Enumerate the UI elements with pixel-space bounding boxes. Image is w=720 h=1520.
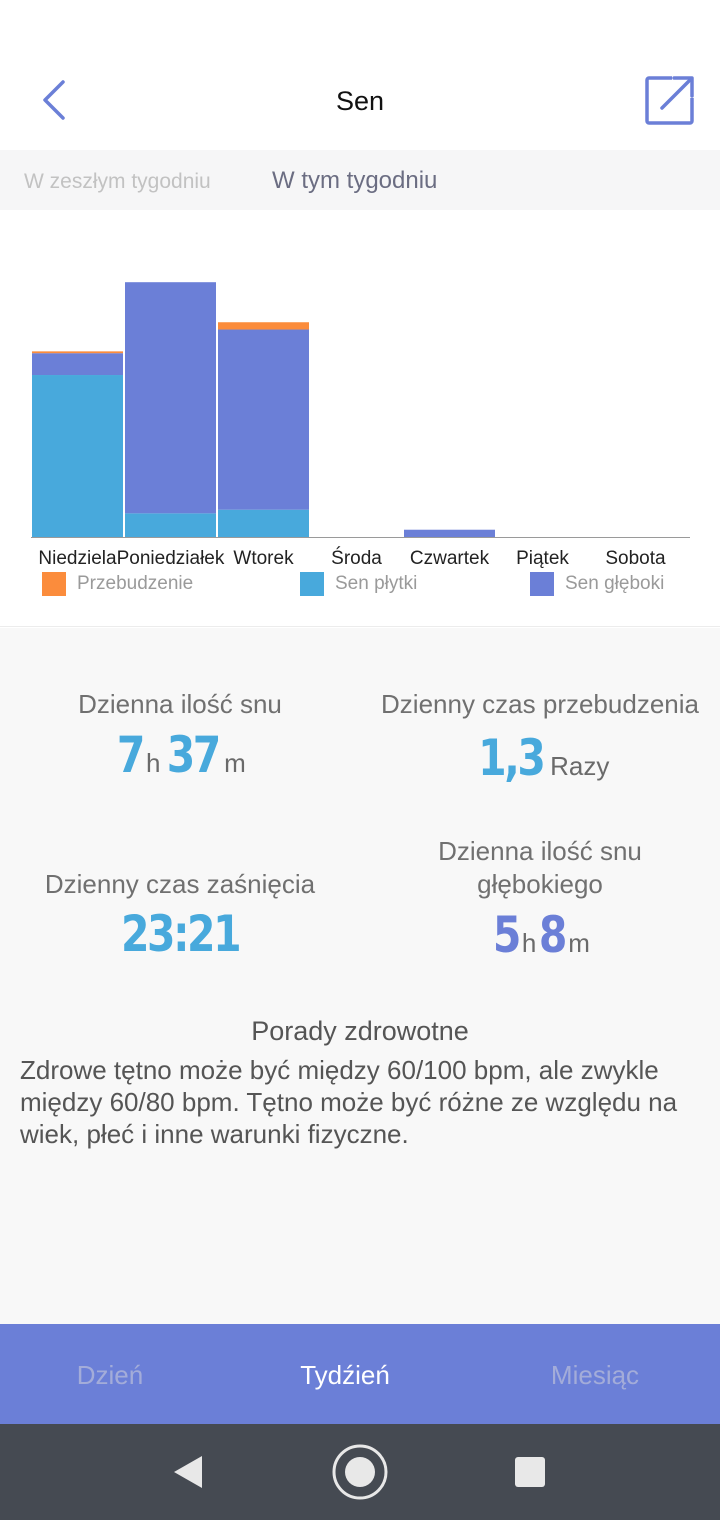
x-tick-label: Środa	[331, 547, 382, 569]
bar-2-series-0	[218, 509, 309, 537]
daily-sleep-minutes: 37	[166, 726, 221, 784]
health-tips-body: Zdrowe tętno może być między 60/100 bpm,…	[20, 1055, 678, 1149]
legend-light-sleep: Sen płytki	[300, 571, 417, 597]
bar-0-series-0	[32, 375, 123, 537]
legend-deep-sleep: Sen głęboki	[530, 571, 664, 597]
nav-home-button[interactable]	[330, 1442, 390, 1507]
nav-recents-button[interactable]	[514, 1456, 546, 1493]
sleep-stats-panel	[0, 628, 720, 1324]
tab-week[interactable]: Tydźień	[300, 1360, 390, 1390]
legend-label-awake: Przebudzenie	[77, 573, 194, 594]
daily-sleep-h-unit: h	[146, 748, 161, 778]
bar-0-series-2	[32, 351, 123, 354]
deep-sleep-label: Dzienna ilość snu głębokiego	[360, 835, 720, 901]
legend-swatch-awake	[42, 572, 66, 596]
daily-sleep-label: Dzienna ilość snu	[78, 689, 282, 719]
bar-1-series-1	[125, 282, 216, 514]
range-tab-bar	[0, 1324, 720, 1424]
x-tick-label: Sobota	[605, 548, 666, 569]
health-tips-title: Porady zdrowotne	[251, 1016, 469, 1046]
deep-sleep-m-unit: m	[568, 928, 590, 958]
share-button[interactable]	[640, 70, 700, 130]
bar-2-series-1	[218, 329, 309, 510]
bar-2-series-2	[218, 322, 309, 330]
period-tab-bar	[0, 150, 720, 210]
tab-day[interactable]: Dzień	[76, 1360, 144, 1390]
sleep-chart-svg: Niedziela Poniedziałek Wtorek Środa Czwartek…	[31, 282, 690, 569]
deep-sleep-h-unit: h	[521, 928, 537, 958]
x-tick-label: Poniedziałek	[117, 548, 225, 569]
sleep-time-clock: 23:21	[120, 905, 242, 963]
square-recents-icon	[515, 1457, 545, 1487]
sleep-chart: Niedziela Poniedziałek Wtorek Środa Czwartek…	[0, 210, 720, 627]
nav-back-button[interactable]	[170, 1452, 206, 1497]
legend-label-light-sleep: Sen płytki	[335, 573, 418, 594]
tab-this-week[interactable]: W tym tygodniu	[272, 167, 438, 194]
daily-wake-label: Dzienny czas przebudzenia	[381, 689, 699, 719]
legend-swatch-deep-sleep	[530, 572, 554, 596]
bar-1-series-0	[125, 513, 216, 537]
tab-last-week[interactable]: W zeszłym tygodniu	[24, 170, 211, 193]
sleep-time-value: 23:21	[0, 909, 360, 959]
daily-sleep-m-unit: m	[224, 748, 246, 778]
top-app-bar	[0, 0, 720, 150]
circle-home-icon	[332, 1444, 388, 1500]
bar-4-series-1	[404, 529, 495, 537]
legend-awake: Przebudzenie	[42, 571, 193, 597]
daily-wake-unit: Razy	[550, 751, 610, 781]
daily-wake-value: 1,3 Razy	[360, 733, 720, 783]
x-tick-label: Niedziela	[38, 548, 117, 569]
triangle-back-icon	[174, 1456, 202, 1488]
legend-label-deep-sleep: Sen głęboki	[565, 573, 665, 594]
back-button[interactable]	[30, 72, 80, 128]
daily-wake-count: 1,3	[477, 729, 546, 787]
deep-sleep-value: 5 h8 m	[360, 910, 720, 960]
bar-0-series-1	[32, 353, 123, 376]
daily-sleep-value: 7 h 37 m	[0, 730, 360, 780]
daily-sleep-hours: 7	[117, 726, 146, 784]
sleep-time-label: Dzienny czas zaśnięcia	[44, 869, 316, 899]
page-title: Sen	[335, 86, 385, 116]
deep-sleep-hours: 5	[492, 906, 522, 964]
deep-sleep-label-line1: Dzienna ilość snu	[438, 836, 642, 866]
legend-swatch-light-sleep	[300, 572, 324, 596]
x-tick-label: Piątek	[516, 548, 569, 569]
chevron-left-icon	[43, 80, 65, 120]
deep-sleep-label-line2: głębokiego	[477, 869, 603, 899]
share-external-icon	[645, 76, 694, 125]
deep-sleep-minutes: 8	[539, 906, 568, 964]
tab-month[interactable]: Miesiąc	[550, 1360, 640, 1390]
x-tick-label: Wtorek	[233, 548, 294, 569]
x-tick-label: Czwartek	[410, 548, 490, 569]
